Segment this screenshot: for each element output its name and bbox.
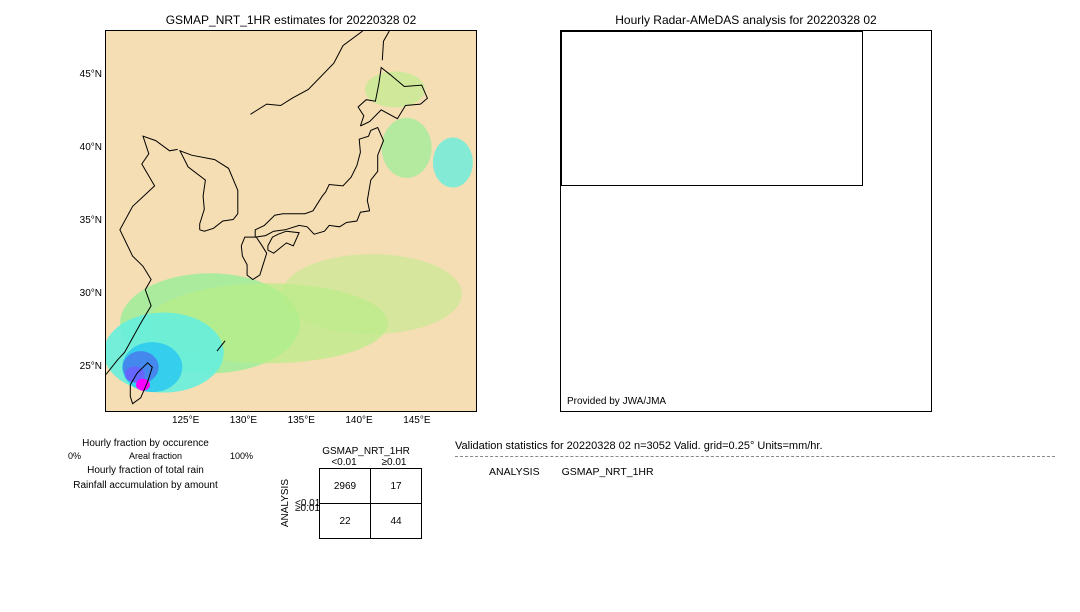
cont-cell-10: 22 xyxy=(320,504,371,539)
radar-title: Hourly Radar-AMeDAS analysis for 2022032… xyxy=(615,13,876,27)
validation-table: ANALYSIS GSMAP_NRT_1HR xyxy=(455,461,666,483)
cont-col0: <0.01 xyxy=(319,457,369,468)
cont-col-header: GSMAP_NRT_1HR xyxy=(310,446,422,457)
x-tick: 135°E xyxy=(288,415,315,426)
gsmap-title: GSMAP_NRT_1HR estimates for 20220328 02 xyxy=(166,13,417,27)
gsmap-map-panel: GSMAP_NRT_1HR estimates for 20220328 02 … xyxy=(105,30,477,412)
contingency-block: GSMAP_NRT_1HR ANALYSIS <0.01 ≥0.01 <0.01… xyxy=(280,446,422,550)
x-tick: 125°E xyxy=(172,415,199,426)
provided-by-label: Provided by JWA/JMA xyxy=(567,396,666,407)
hfrac-rain-title: Hourly fraction of total rain xyxy=(38,465,253,476)
x-tick: 130°E xyxy=(230,415,257,426)
y-tick: 40°N xyxy=(80,142,102,153)
y-tick: 25°N xyxy=(80,361,102,372)
cont-cell-11: 44 xyxy=(371,504,422,539)
occ-axis-left: 0% xyxy=(68,451,81,461)
scatter-plot xyxy=(562,32,862,182)
cont-cell-01: 17 xyxy=(371,469,422,504)
cont-cell-00: 2969 xyxy=(320,469,371,504)
fraction-bars-block: Hourly fraction by occurence 0% Areal fr… xyxy=(38,436,253,493)
dashed-separator xyxy=(455,456,1055,457)
y-tick: 45°N xyxy=(80,69,102,80)
occ-axis-label: Areal fraction xyxy=(129,451,182,461)
metrics-table xyxy=(686,461,690,483)
vcol0: ANALYSIS xyxy=(479,463,550,481)
x-tick: 145°E xyxy=(403,415,430,426)
validation-title: Validation statistics for 20220328 02 n=… xyxy=(455,440,1055,452)
map1-svg xyxy=(106,31,476,411)
vcol1: GSMAP_NRT_1HR xyxy=(552,463,664,481)
cont-row1: ≥0.01 xyxy=(295,503,319,514)
cont-col1: ≥0.01 xyxy=(369,457,419,468)
cont-row-header: ANALYSIS xyxy=(280,479,291,527)
x-tick: 140°E xyxy=(345,415,372,426)
scatter-inset xyxy=(561,31,863,186)
accum-title: Rainfall accumulation by amount xyxy=(38,480,253,491)
hfrac-occ-title: Hourly fraction by occurence xyxy=(38,438,253,449)
contingency-table: 296917 2244 xyxy=(319,468,422,539)
validation-block: Validation statistics for 20220328 02 n=… xyxy=(455,440,1055,483)
y-tick: 30°N xyxy=(80,288,102,299)
occ-axis-right: 100% xyxy=(230,451,253,461)
radar-map-panel: Hourly Radar-AMeDAS analysis for 2022032… xyxy=(560,30,932,412)
y-tick: 35°N xyxy=(80,215,102,226)
